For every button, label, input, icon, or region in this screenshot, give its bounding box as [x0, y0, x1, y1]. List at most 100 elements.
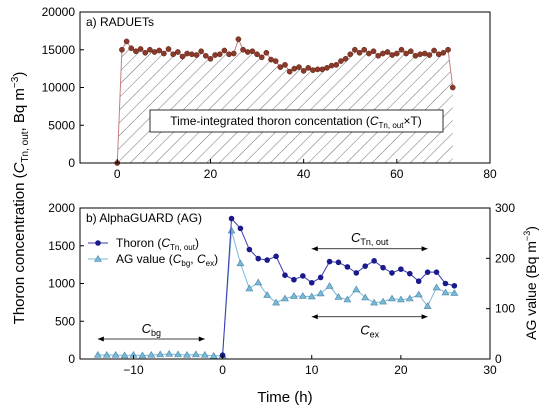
- panel-a: 0 20 40 60 80 0 5000 10000 15000 20000 a) RADUETs…: [42, 5, 497, 181]
- legend-thoron-marker: [95, 240, 101, 246]
- ag-data-point: [236, 259, 245, 267]
- ag-data-point: [147, 350, 156, 358]
- x-tick-label: 20: [204, 167, 218, 181]
- panel-b-label: b) AlphaGUARD (AG): [86, 211, 202, 225]
- raduet-data-point: [258, 54, 265, 61]
- raduet-data-point: [170, 51, 177, 58]
- raduet-data-point: [244, 49, 251, 55]
- raduet-data-point: [268, 56, 274, 63]
- integrated-area: [117, 39, 453, 163]
- raduet-data-point: [445, 46, 451, 53]
- raduet-data-point: [123, 38, 130, 45]
- ag-data-point: [441, 288, 450, 296]
- legend-thoron-label: Thoron (CTn, out): [116, 236, 199, 252]
- annotation-text: Time-integrated thoron concentation (CTn…: [170, 114, 422, 130]
- ag-data-point: [414, 290, 423, 298]
- raduet-data-point: [202, 52, 209, 59]
- raduet-data-point: [179, 53, 186, 60]
- raduet-data-point: [212, 52, 218, 58]
- thoron-data-point: [389, 270, 395, 276]
- raduet-data-point: [296, 64, 302, 70]
- raduet-data-point: [133, 48, 139, 55]
- raduet-data-point: [407, 48, 414, 55]
- thoron-data-point: [273, 253, 279, 260]
- right-label-sup: −3: [522, 231, 532, 241]
- thoron-data-point: [326, 258, 333, 265]
- panel-b-frame: [79, 207, 491, 360]
- thoron-data-point: [291, 276, 297, 283]
- raduet-data-point: [342, 55, 349, 62]
- ag-data-point: [165, 349, 174, 357]
- raduet-data-point: [151, 49, 158, 55]
- thoron-series-line: [222, 217, 455, 356]
- legend-thoron-sub: Tn, out: [170, 243, 196, 252]
- y-label-sup: −3: [10, 76, 21, 88]
- raduet-data-point: [398, 46, 405, 53]
- thoron-data-point: [317, 274, 324, 281]
- ag-data-point: [102, 350, 111, 358]
- ag-data-point: [450, 289, 459, 296]
- raduet-data-point: [356, 49, 363, 56]
- x-tick-label: 10: [305, 363, 319, 377]
- x-tick-label: 60: [390, 167, 404, 181]
- bg-label-var: C: [142, 321, 152, 336]
- raduet-data-point: [328, 62, 335, 69]
- legend-ag-sub2: ex: [206, 259, 214, 268]
- raduet-data-point: [379, 50, 386, 57]
- right-label-prefix: AG value (Bq m: [523, 241, 539, 340]
- raduet-data-point: [417, 51, 423, 58]
- raduet-data-point: [263, 49, 270, 56]
- legend-ag-prefix: AG value (: [116, 252, 173, 266]
- raduet-data-point: [300, 68, 307, 74]
- y-tick-label: 5000: [48, 118, 75, 132]
- thoron-data-point: [415, 278, 422, 285]
- annotation-prefix: Time-integrated thoron concentation (: [170, 114, 370, 128]
- raduet-data-point: [165, 46, 172, 52]
- raduet-data-point: [142, 49, 149, 56]
- raduet-data-point: [324, 65, 330, 71]
- legend-ag-label: AG value (Cbg, Cex): [116, 252, 218, 268]
- raduet-data-point: [119, 46, 125, 53]
- raduet-data-point: [384, 49, 391, 55]
- tn-range-arrowhead-right: [421, 246, 428, 252]
- ag-data-point: [405, 294, 414, 302]
- raduet-data-point: [198, 48, 204, 55]
- raduet-data-point: [449, 84, 456, 91]
- ag-data-point: [191, 350, 200, 358]
- y-label-var: C: [11, 162, 28, 173]
- raduet-data-point: [277, 64, 284, 70]
- raduet-data-point: [370, 48, 377, 55]
- thoron-data-point: [237, 225, 244, 232]
- raduet-data-point: [174, 49, 181, 55]
- raduet-data-point: [137, 46, 144, 52]
- ag-data-point: [370, 298, 379, 306]
- raduet-data-point: [188, 51, 195, 58]
- raduet-data-point: [393, 50, 400, 57]
- ag-data-point: [432, 283, 441, 291]
- ag-data-point: [183, 350, 191, 358]
- annotation-box: [149, 109, 444, 133]
- bg-range-arrowhead-right: [198, 336, 205, 342]
- x-tick-label: 0: [219, 363, 226, 377]
- tn-label-sub: Tn, out: [360, 237, 389, 247]
- ag-series-markers: [93, 226, 459, 359]
- y-label-close: ): [11, 72, 28, 77]
- range-annotations: Cbg CTn, out Cex: [97, 230, 428, 342]
- raduet-data-point: [426, 52, 433, 58]
- ag-data-point: [298, 292, 307, 299]
- shared-y-axis-label: Thoron concentration (CTn, out, Bq m−3): [10, 72, 31, 325]
- ag-data-point: [423, 302, 432, 309]
- thoron-data-point: [353, 270, 360, 276]
- thoron-series-markers: [219, 215, 458, 359]
- raduet-data-point: [310, 67, 316, 73]
- raduet-data-point: [421, 50, 428, 57]
- raduet-data-point: [347, 51, 354, 58]
- y-label-sub: Tn, out: [20, 131, 31, 162]
- raduet-data-point: [240, 46, 246, 53]
- legend-ag-var2: C: [197, 252, 206, 266]
- thoron-data-point: [442, 280, 449, 287]
- raduet-data-point: [333, 62, 340, 68]
- raduet-data-point: [216, 51, 223, 58]
